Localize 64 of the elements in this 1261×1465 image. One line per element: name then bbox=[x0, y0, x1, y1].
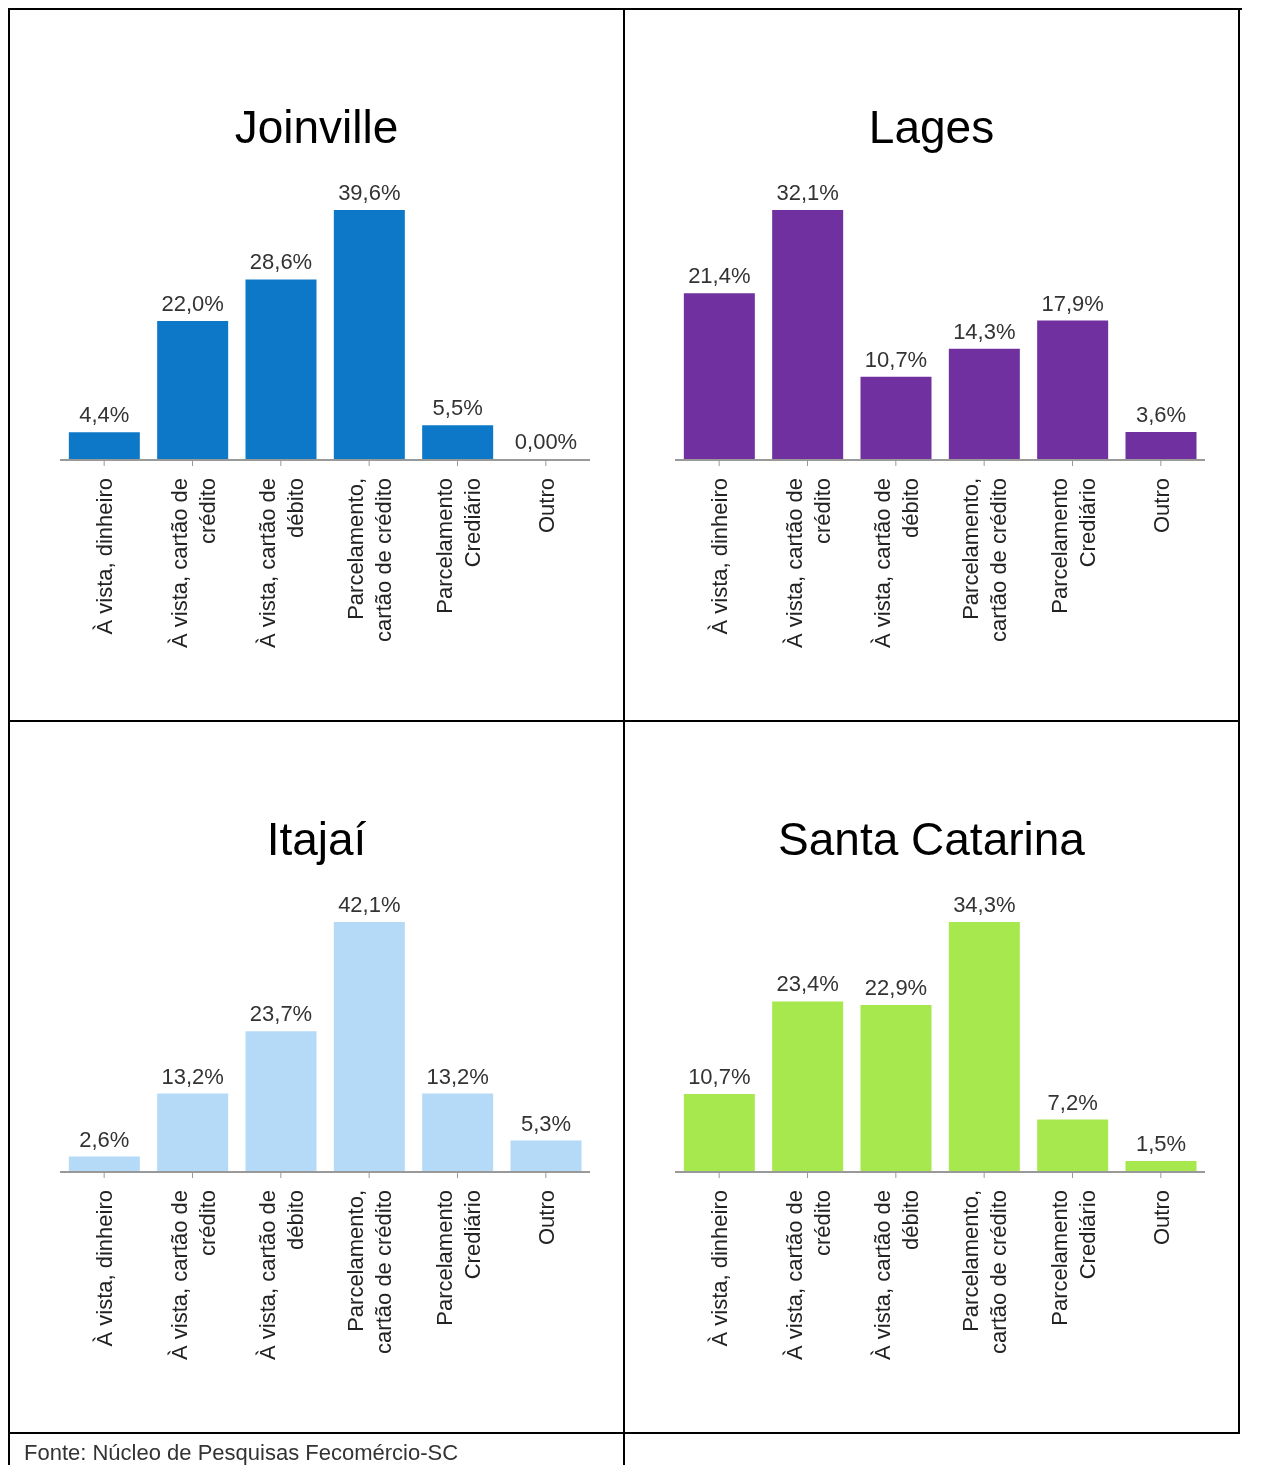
bar bbox=[245, 279, 317, 460]
data-label: 22,9% bbox=[864, 975, 928, 1001]
bar bbox=[422, 1093, 494, 1172]
x-tick-label: À vista, dinheiro bbox=[707, 478, 733, 635]
chart-title: Joinville bbox=[233, 100, 400, 155]
x-tick-label: Outro bbox=[1148, 478, 1174, 534]
x-tick-label: À vista, cartão de crédito bbox=[166, 1190, 220, 1360]
bar bbox=[157, 1093, 229, 1172]
data-label: 0,00% bbox=[514, 429, 578, 454]
data-label: 10,7% bbox=[688, 1064, 751, 1090]
data-label: 10,7% bbox=[864, 346, 928, 372]
bar bbox=[1037, 1119, 1109, 1172]
bar bbox=[510, 1140, 582, 1172]
bar bbox=[1125, 431, 1197, 460]
bar bbox=[1037, 320, 1109, 460]
x-tick-label: À vista, dinheiro bbox=[92, 1190, 118, 1347]
data-label: 7,2% bbox=[1047, 1089, 1098, 1115]
data-label: 3,6% bbox=[1135, 401, 1187, 427]
data-label: 1,5% bbox=[1135, 1131, 1187, 1157]
chart-title: Santa Catarina bbox=[777, 812, 1086, 867]
data-label: 5,5% bbox=[432, 395, 483, 421]
bar bbox=[68, 432, 140, 460]
data-label: 39,6% bbox=[338, 180, 401, 205]
chart-title: Lages bbox=[867, 100, 996, 155]
data-label: 21,4% bbox=[688, 263, 751, 289]
x-tick-label: À vista, dinheiro bbox=[92, 478, 118, 635]
bar bbox=[772, 1001, 844, 1172]
x-tick-label: Outro bbox=[1148, 1190, 1174, 1246]
data-label: 23,7% bbox=[249, 1001, 313, 1027]
chart-title: Itajaí bbox=[265, 812, 368, 867]
data-label: 17,9% bbox=[1041, 290, 1104, 316]
data-label: 5,3% bbox=[520, 1110, 572, 1136]
bar bbox=[68, 1156, 140, 1172]
bar bbox=[1125, 1161, 1197, 1172]
x-tick-label: À vista, cartão de crédito bbox=[781, 1190, 835, 1360]
bar bbox=[948, 348, 1020, 460]
x-tick-label: À vista, cartão de crédito bbox=[781, 478, 835, 648]
data-label: 14,3% bbox=[953, 318, 1016, 344]
data-label: 22,0% bbox=[161, 291, 224, 317]
bar bbox=[860, 376, 932, 460]
x-tick-label: Outro bbox=[533, 1190, 559, 1246]
bar bbox=[772, 210, 844, 460]
bar bbox=[948, 922, 1020, 1172]
data-label: 34,3% bbox=[953, 892, 1016, 917]
data-label: 42,1% bbox=[338, 892, 401, 917]
data-label: 28,6% bbox=[249, 249, 313, 275]
x-tick-label: À vista, dinheiro bbox=[707, 1190, 733, 1347]
bar bbox=[245, 1031, 317, 1172]
data-label: 2,6% bbox=[79, 1126, 130, 1152]
data-label: 13,2% bbox=[161, 1063, 224, 1089]
data-label: 4,4% bbox=[79, 402, 130, 428]
bar bbox=[157, 321, 229, 460]
bar bbox=[683, 1094, 755, 1172]
x-tick-label: Outro bbox=[533, 478, 559, 534]
data-label: 32,1% bbox=[776, 180, 839, 205]
data-label: 13,2% bbox=[426, 1063, 489, 1089]
bar bbox=[333, 922, 405, 1172]
x-tick-label: À vista, cartão de crédito bbox=[166, 478, 220, 648]
bar bbox=[333, 210, 405, 460]
data-label: 23,4% bbox=[776, 971, 839, 997]
bar bbox=[860, 1005, 932, 1172]
bar bbox=[683, 293, 755, 460]
source-note: Fonte: Núcleo de Pesquisas Fecomércio-SC bbox=[10, 1434, 623, 1465]
bar bbox=[422, 425, 494, 460]
